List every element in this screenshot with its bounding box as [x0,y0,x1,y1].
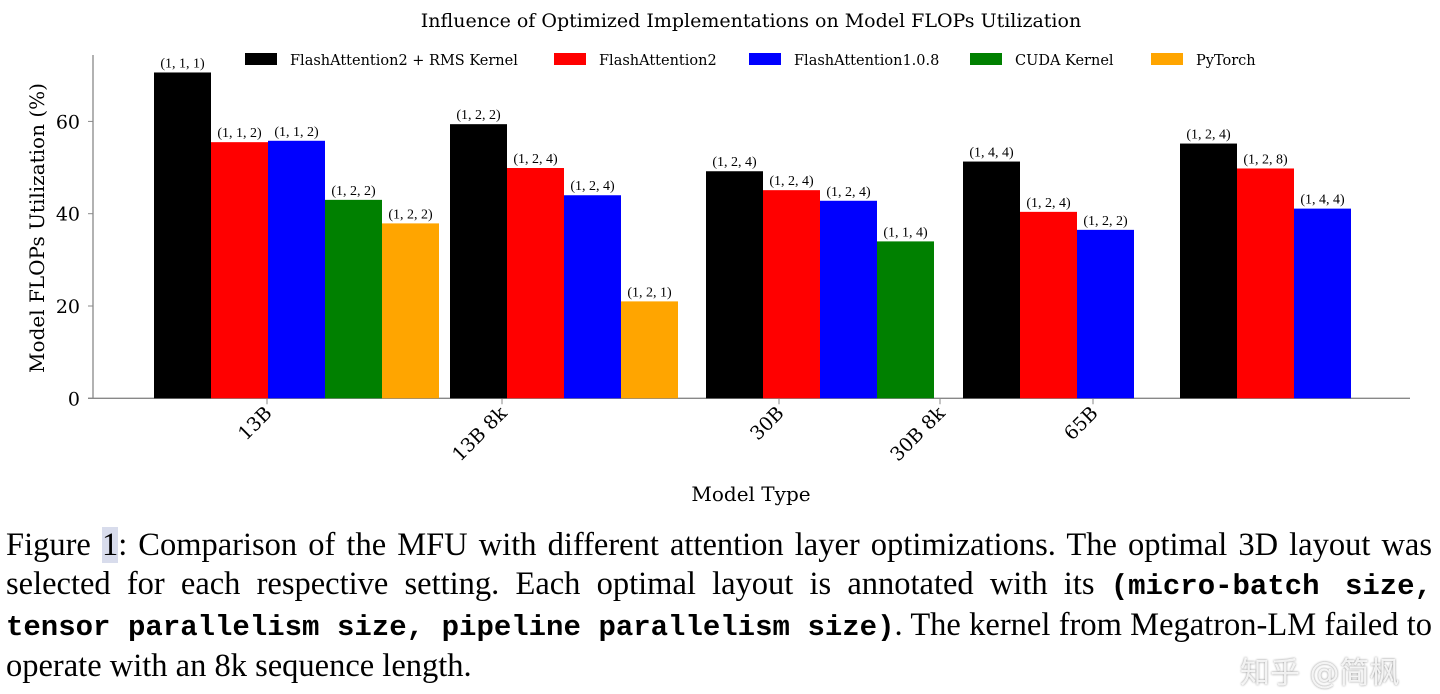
bar-data-label: (1, 2, 4) [513,152,558,167]
bar-data-label: (1, 2, 4) [826,185,871,200]
legend-label: FlashAttention2 + RMS Kernel [290,53,518,69]
x-tick-label: 13B 8k [448,402,512,466]
bar-data-label: (1, 2, 8) [1243,152,1288,167]
bar [268,140,325,399]
bar-data-label: (1, 2, 2) [1083,214,1128,229]
legend-label: FlashAttention1.0.8 [794,53,939,69]
bar-data-label: (1, 2, 2) [456,108,501,123]
bar-data-label: (1, 1, 1) [160,56,205,71]
y-axis-label: Model FLOPs Utilization (%) [25,83,49,373]
legend-label: FlashAttention2 [599,53,717,69]
legend-label: CUDA Kernel [1015,53,1114,69]
y-tick-label: 20 [56,296,80,318]
watermark: 知乎 @简枫 [1240,656,1400,691]
x-tick-label: 13B [234,402,277,445]
bar-chart: Influence of Optimized Implementations o… [25,10,1410,506]
bar [1020,211,1077,399]
caption-text-1: : Comparison of the MFU with different a… [6,527,1432,602]
bar-data-label: (1, 1, 2) [274,125,319,140]
caption-figure-label: Figure [6,527,102,563]
bar [706,171,763,399]
figure-ref-link[interactable]: 1 [101,527,119,563]
y-tick-label: 60 [56,111,80,133]
bar [963,161,1020,399]
bar [1294,208,1351,399]
x-tick-label: 30B [746,402,789,445]
figure-caption: Figure 1: Comparison of the MFU with dif… [6,526,1432,686]
x-axis-label: Model Type [691,482,810,506]
legend-swatch [1151,53,1183,65]
y-tick-label: 40 [56,204,80,226]
caption-mono: (micro-batch size, tensor parallelism si… [6,570,1432,644]
x-tick-label: 65B [1060,402,1103,445]
bar [507,168,564,399]
bar [877,241,934,399]
legend: FlashAttention2 + RMS Kernel FlashAttenti… [245,53,1256,69]
bar [820,200,877,399]
y-tick-label: 0 [68,388,80,410]
bar [325,199,382,399]
bar-data-label: (1, 2, 2) [331,184,376,199]
bar [450,124,507,399]
caption-text-2: . The kernel from Megatron-LM failed to … [6,607,1432,684]
bar-data-label: (1, 2, 4) [570,179,615,194]
x-tick-label: 30B 8k [886,402,950,466]
legend-label: PyTorch [1196,53,1256,69]
bars: (1, 1, 1) (1, 1, 2) (1, 1, 2) (1, 2, 2) (1, … [154,56,1351,399]
bar-data-label: (1, 1, 2) [217,126,262,141]
bar-data-label: (1, 2, 4) [712,155,757,170]
bar-data-label: (1, 4, 4) [969,146,1014,161]
bar [154,72,211,399]
bar-data-label: (1, 2, 4) [769,174,814,189]
bar-data-label: (1, 2, 4) [1186,128,1231,143]
bar-data-label: (1, 2, 4) [1026,196,1071,211]
chart-title: Influence of Optimized Implementations o… [421,10,1081,32]
bar [1180,143,1237,399]
bar-data-label: (1, 2, 2) [388,207,433,222]
bar [382,223,439,399]
bar-data-label: (1, 2, 1) [627,285,672,300]
bar [763,190,820,399]
legend-swatch [554,53,586,65]
bar [621,301,678,399]
bar [1077,229,1134,399]
bar-data-label: (1, 4, 4) [1300,193,1345,208]
legend-swatch [245,53,277,65]
legend-swatch [749,53,781,65]
legend-swatch [970,53,1002,65]
bar [564,195,621,399]
bar [1237,168,1294,399]
bar-data-label: (1, 1, 4) [883,225,928,240]
bar [211,142,268,399]
